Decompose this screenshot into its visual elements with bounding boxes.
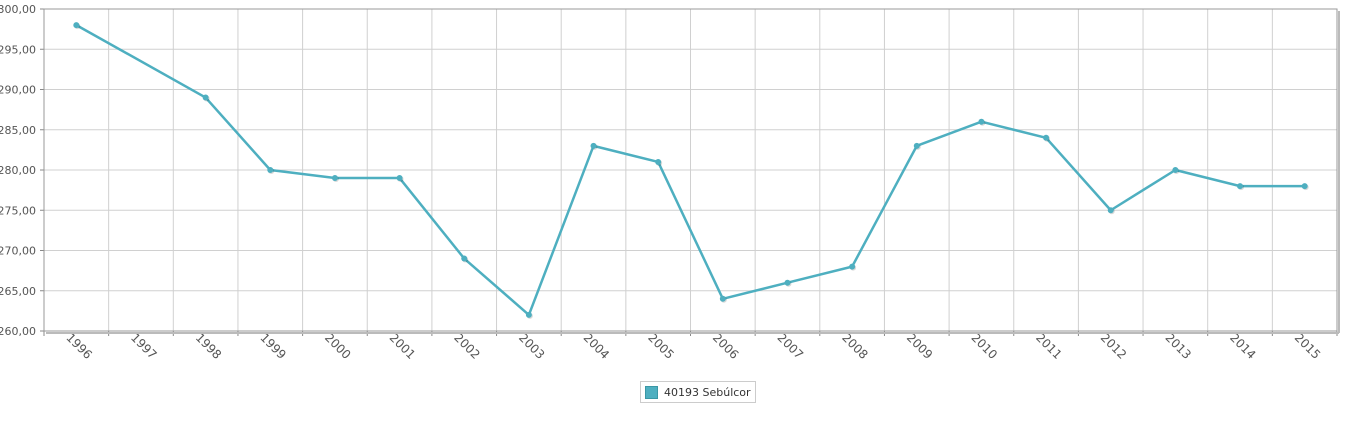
x-tick-label: 2002 <box>451 330 482 361</box>
x-tick-label: 2011 <box>1033 330 1064 361</box>
x-tick-label: 1998 <box>193 330 224 361</box>
data-point <box>784 279 791 286</box>
data-point <box>913 142 920 149</box>
data-point <box>719 295 726 302</box>
data-point <box>1172 167 1179 173</box>
legend-swatch <box>645 385 658 399</box>
data-point <box>461 255 468 262</box>
data-point <box>978 118 985 125</box>
data-point <box>396 175 403 182</box>
y-tick-label: 295,00 <box>0 43 36 56</box>
x-tick-label: 1996 <box>63 330 94 361</box>
x-tick-label: 2003 <box>516 330 547 361</box>
y-tick-label: 260,00 <box>0 325 36 338</box>
x-tick-label: 2012 <box>1098 330 1129 361</box>
legend-label: 40193 Sebúlcor <box>664 385 751 399</box>
y-tick-label: 285,00 <box>0 124 36 137</box>
x-tick-label: 2000 <box>322 330 353 361</box>
legend[interactable]: 40193 Sebúlcor <box>640 381 756 403</box>
data-point <box>590 142 597 149</box>
data-point <box>73 22 80 29</box>
x-tick-label: 2009 <box>904 330 935 361</box>
data-point <box>655 158 662 165</box>
y-tick-label: 280,00 <box>0 164 36 177</box>
x-tick-label: 2001 <box>387 330 418 361</box>
data-point <box>1237 183 1244 190</box>
x-tick-label: 1999 <box>257 330 288 361</box>
data-point <box>1301 183 1308 190</box>
data-point <box>267 167 274 173</box>
y-tick-label: 270,00 <box>0 245 36 258</box>
x-tick-label: 2014 <box>1227 330 1258 361</box>
data-point <box>849 263 856 270</box>
x-tick-label: 2005 <box>645 330 676 361</box>
data-point <box>202 94 209 101</box>
x-tick-label: 2015 <box>1292 330 1323 361</box>
data-point <box>1043 134 1050 141</box>
x-tick-label: 2007 <box>775 330 806 361</box>
plot-frame <box>43 8 1338 332</box>
x-tick-label: 2010 <box>969 330 1000 361</box>
x-tick-label: 2004 <box>581 330 612 361</box>
x-tick-label: 2006 <box>710 330 741 361</box>
y-tick-label: 290,00 <box>0 84 36 97</box>
y-tick-label: 300,00 <box>0 3 36 16</box>
x-tick-label: 2013 <box>1162 330 1193 361</box>
y-tick-label: 265,00 <box>0 285 36 298</box>
data-point <box>525 311 532 318</box>
data-point <box>331 175 338 182</box>
x-tick-label: 1997 <box>128 330 159 361</box>
x-tick-label: 2008 <box>839 330 870 361</box>
data-point <box>1107 207 1114 214</box>
y-tick-label: 275,00 <box>0 204 36 217</box>
